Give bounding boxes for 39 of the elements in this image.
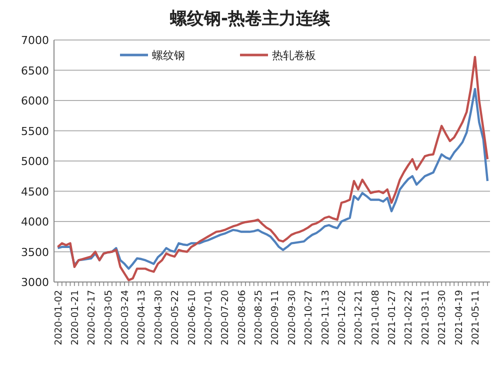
x-tick-label: 2020-02-17 — [86, 290, 98, 346]
x-tick-label: 2020-07-01 — [203, 290, 214, 346]
y-tick-label: 3000 — [21, 276, 49, 289]
x-tick-label: 2020-09-30 — [286, 290, 298, 346]
x-tick-label: 2021-01-08 — [370, 290, 382, 346]
x-tick-label: 2020-07-20 — [220, 290, 232, 346]
x-tick-label: 2020-01-21 — [70, 290, 81, 346]
x-tick-label: 2020-12-02 — [336, 290, 348, 346]
y-tick-label: 5500 — [21, 124, 49, 138]
chart-title: 螺纹钢-热卷主力连续 — [168, 9, 332, 29]
x-tick-label: 2021-03-11 — [420, 290, 432, 346]
x-tick-label: 2020-11-13 — [320, 290, 332, 346]
y-tick-label: 3500 — [21, 246, 49, 259]
x-tick-label: 2020-04-30 — [153, 290, 164, 346]
x-tick-label: 2021-03-30 — [437, 290, 448, 346]
x-tick-label: 2020-04-13 — [136, 290, 148, 346]
x-tick-label: 2021-05-11 — [470, 290, 482, 346]
y-tick-label: 4000 — [21, 216, 49, 228]
legend-label: 螺纹钢 — [152, 49, 185, 62]
x-tick-label: 2021-02-22 — [404, 290, 415, 346]
x-tick-label: 2020-08-25 — [254, 290, 265, 346]
y-tick-label: 4500 — [21, 185, 49, 198]
x-tick-label: 2021-01-27 — [387, 290, 398, 346]
x-tick-label: 2020-03-05 — [103, 290, 114, 346]
x-tick-label: 2020-09-11 — [270, 290, 282, 346]
x-tick-label: 2020-05-22 — [170, 290, 182, 346]
x-tick-label: 2020-08-06 — [236, 290, 248, 346]
x-tick-label: 2020-10-27 — [304, 290, 315, 346]
y-tick-label: 6500 — [21, 64, 49, 78]
x-tick-label: 2021-04-19 — [454, 290, 465, 346]
x-tick-label: 2020-03-24 — [120, 290, 132, 346]
y-tick-label: 7000 — [21, 34, 49, 47]
x-tick-label: 2020-01-02 — [53, 290, 64, 346]
y-tick-label: 5000 — [21, 155, 49, 168]
x-tick-label: 2020-06-10 — [186, 290, 198, 346]
legend-label: 热轧卷板 — [272, 49, 316, 62]
x-tick-label: 2020-12-21 — [354, 290, 365, 346]
y-tick-label: 6000 — [21, 94, 49, 108]
line-series — [56, 88, 489, 270]
